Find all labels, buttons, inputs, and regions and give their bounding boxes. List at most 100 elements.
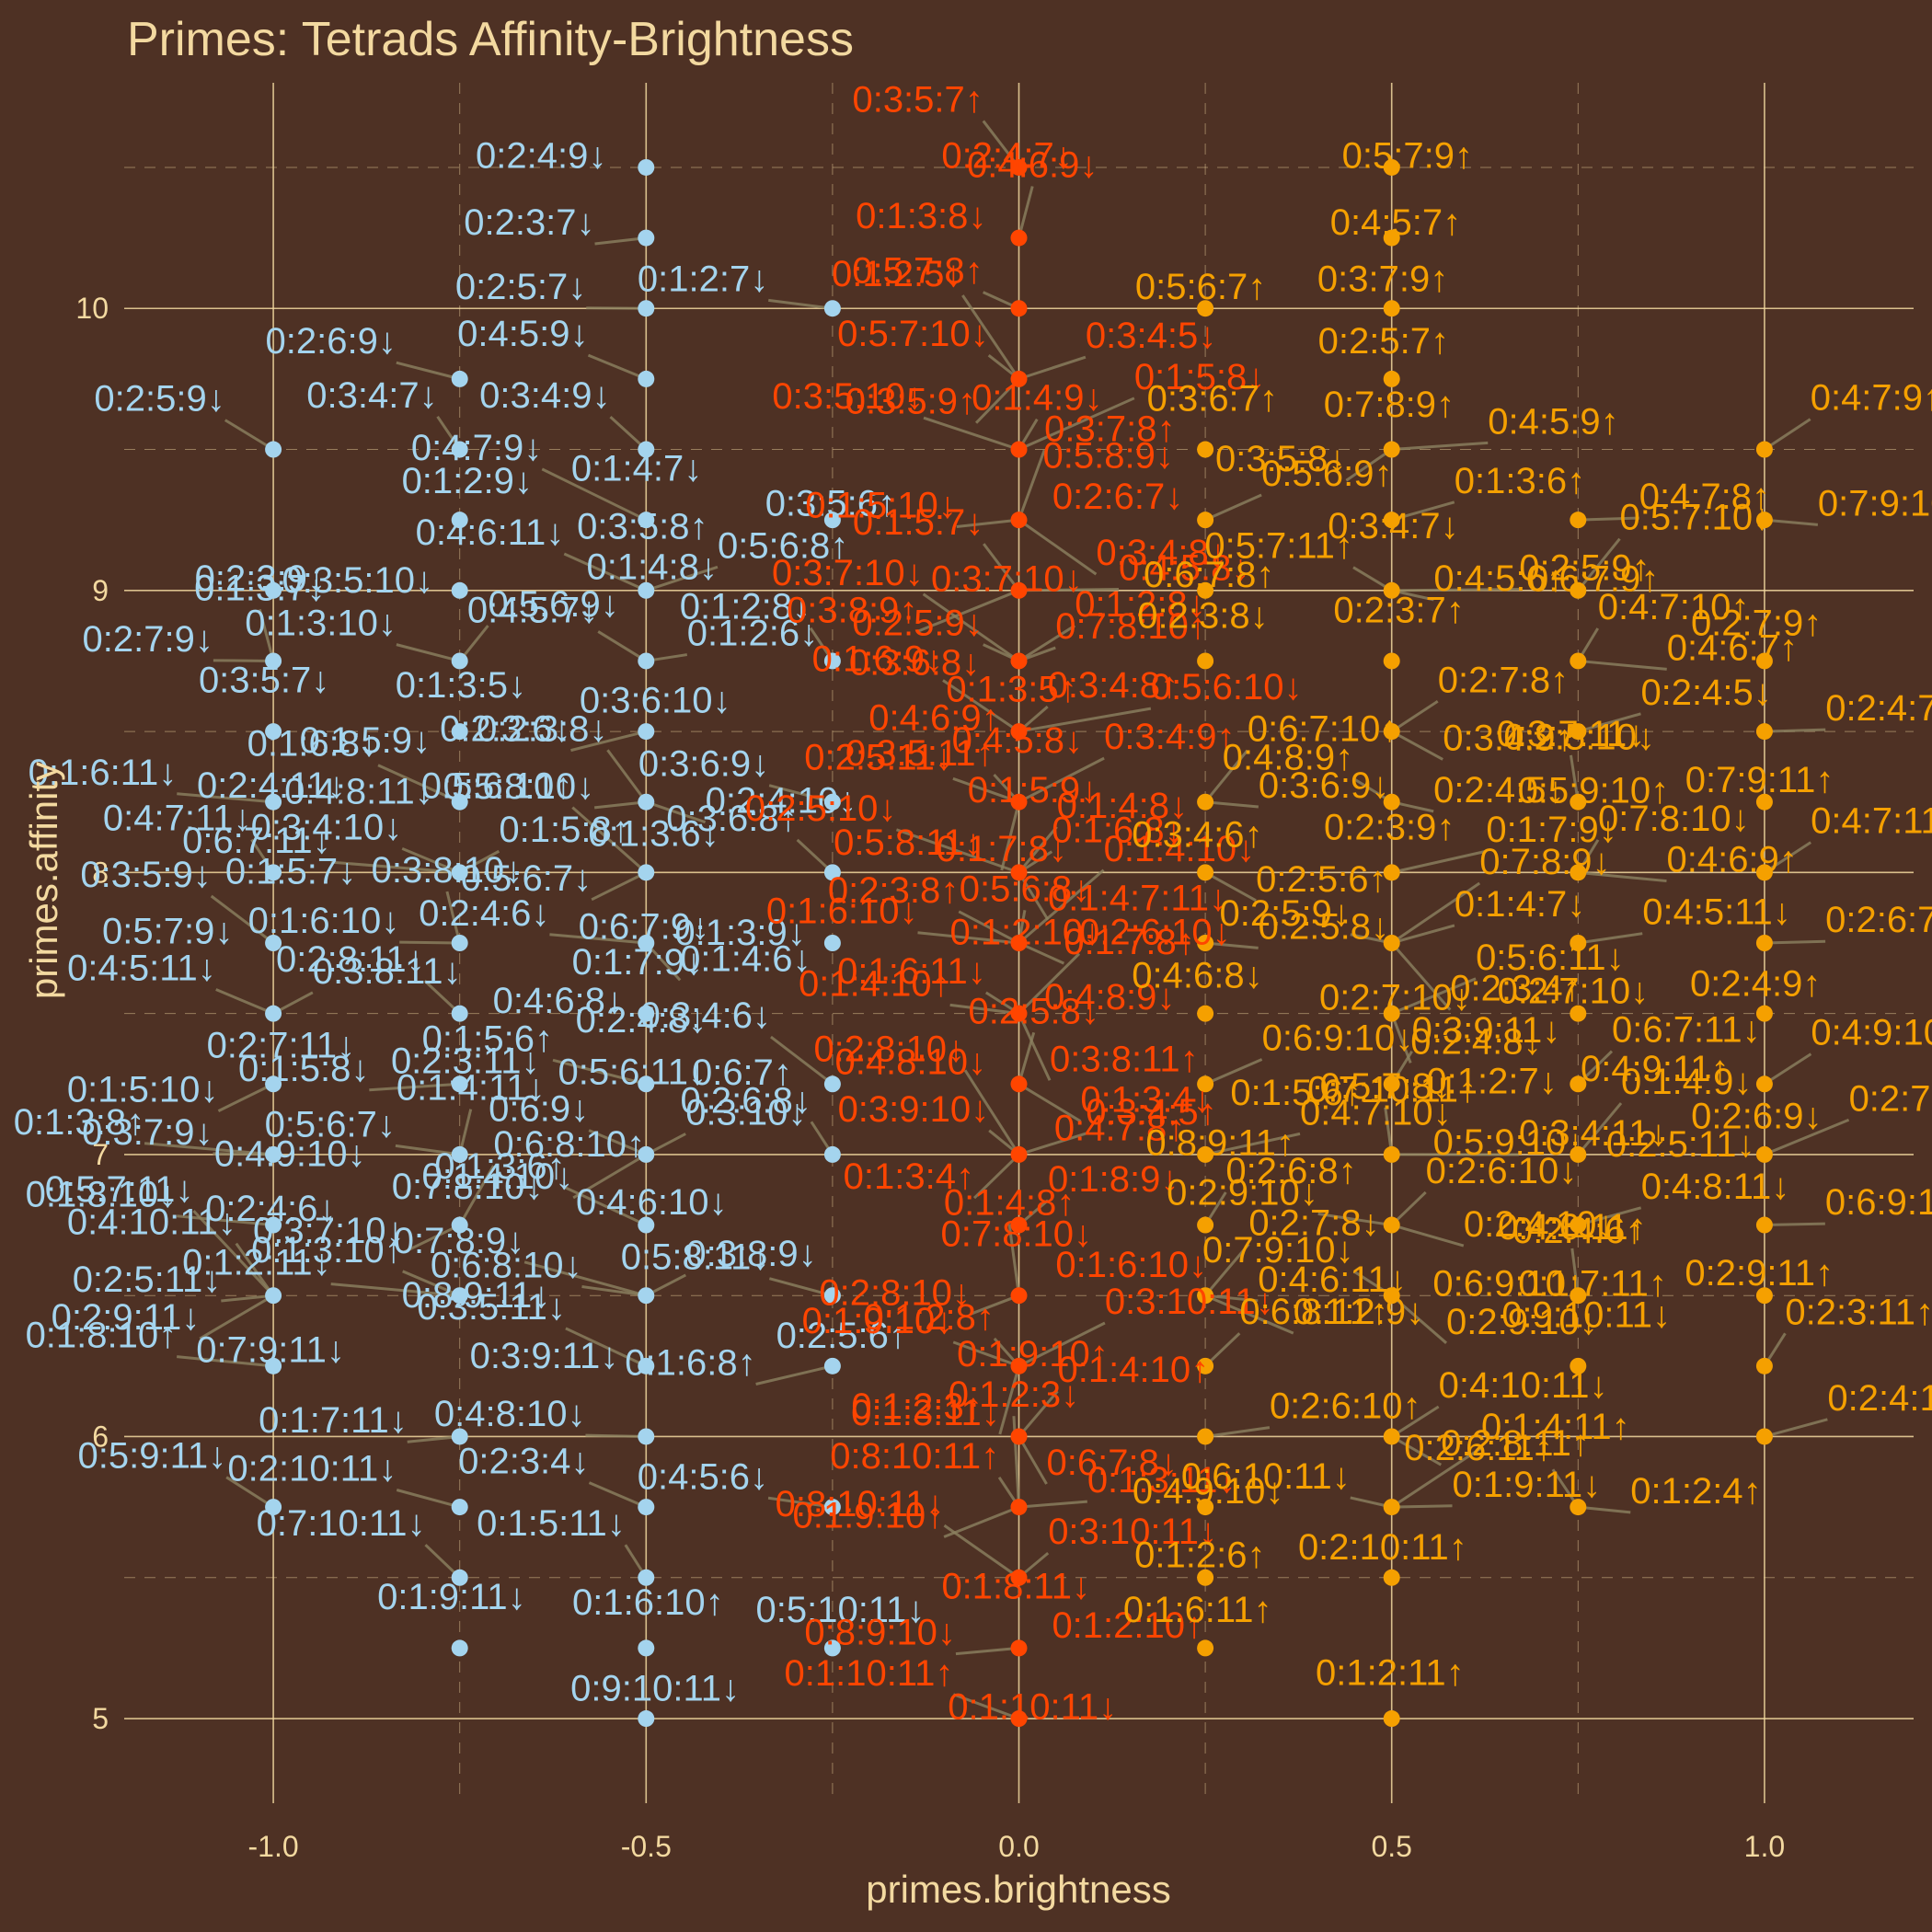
leader-line — [1018, 1082, 1082, 1122]
point-label: 0:1:7:8↑ — [1064, 922, 1194, 962]
data-point — [1197, 1569, 1214, 1586]
point-label: 0:2:9:10↓ — [1167, 1172, 1318, 1213]
data-point — [638, 441, 655, 458]
leader-line — [1390, 1013, 1412, 1064]
data-point — [1383, 370, 1400, 387]
leader-line — [970, 1294, 1020, 1316]
leader-line — [1018, 952, 1081, 1015]
point-label: 0:4:6:10↓ — [576, 1182, 728, 1223]
point-label: 0:4:8:9↓ — [1044, 977, 1175, 1018]
point-label: 0:2:3:6↓ — [440, 709, 570, 750]
leader-line — [1317, 1212, 1392, 1227]
leader-line — [1390, 700, 1439, 733]
point-label: 0:7:8:9↓ — [1479, 842, 1610, 882]
point-label: 0:3:5:6↑ — [765, 483, 896, 523]
data-point — [1010, 1569, 1028, 1586]
data-point — [1383, 512, 1400, 529]
x-tick-label: -1.0 — [248, 1830, 299, 1863]
point-label: 0:4:7:10↓ — [1300, 1092, 1452, 1133]
data-point — [451, 652, 468, 670]
point-label: 0:2:4:7↓ — [941, 136, 1072, 177]
point-label: 0:1:2:3↓ — [949, 1374, 1079, 1415]
point-label: 0:1:2:6↓ — [687, 614, 818, 654]
leader-line — [585, 1433, 647, 1438]
point-label: 0:1:4:9↓ — [972, 378, 1102, 419]
data-point — [1755, 723, 1773, 741]
point-label: 0:1:3:8↑ — [14, 1102, 144, 1143]
point-label: 0:3:5:8↓ — [1215, 439, 1346, 479]
x-axis-ticks: -1.0 -0.5 0.0 0.5 1.0 — [248, 1830, 1786, 1863]
point-label: 0:3:5:8↑ — [577, 506, 707, 546]
leader-line — [1577, 537, 1621, 592]
point-label: 0:3:5:11↓ — [417, 1287, 566, 1328]
point-label: 0:3:6:10↓ — [580, 681, 731, 721]
data-point — [1197, 1005, 1214, 1022]
data-point — [1010, 864, 1028, 881]
point-label: 0:1:2:7↓ — [638, 259, 768, 299]
data-point — [823, 1075, 841, 1093]
point-label: 0:2:5:8↓ — [1259, 906, 1389, 947]
point-label: 0:1:4:10↓ — [1104, 829, 1256, 869]
leader-line — [177, 792, 274, 804]
data-point — [451, 1005, 468, 1022]
data-point — [265, 935, 282, 951]
data-point — [1197, 935, 1214, 951]
data-point — [1010, 1499, 1028, 1516]
point-label: 0:1:5:6↑ — [1230, 1073, 1361, 1113]
point-label: 0:5:7:9↑ — [1342, 136, 1473, 177]
point-label: 0:1:9:11↓ — [1453, 1465, 1602, 1505]
point-label: 0:3:4:9↑ — [1104, 717, 1235, 757]
y-tick-label: 10 — [75, 292, 109, 325]
point-label: 0:1:4:9↓ — [1621, 1062, 1752, 1102]
point-label: 0:4:6:8↓ — [493, 981, 624, 1021]
leader-line — [1204, 941, 1259, 949]
data-point — [638, 864, 655, 881]
data-point — [1755, 1428, 1773, 1445]
point-label: 0:1:7:9↓ — [1486, 810, 1616, 850]
data-point — [1383, 441, 1400, 458]
data-point — [638, 1287, 655, 1305]
data-point — [1755, 1216, 1773, 1234]
data-point — [451, 1145, 468, 1163]
point-label: 0:1:2:9↓ — [1294, 1292, 1424, 1332]
point-label: 0:5:7:11↑ — [1204, 526, 1353, 567]
leader-line — [961, 294, 1020, 380]
leader-line — [1018, 756, 1105, 804]
leader-line — [564, 1186, 647, 1226]
point-label: 0:5:6:8↓ — [960, 868, 1090, 909]
leader-line — [949, 1003, 1019, 1016]
point-label: 0:3:4:10↓ — [251, 807, 403, 847]
point-label: 0:1:3:10↓ — [245, 604, 397, 644]
data-point — [1010, 1075, 1028, 1093]
data-point — [451, 935, 468, 951]
point-label: 0:1:5:11↓ — [477, 1503, 626, 1544]
leader-line — [1204, 800, 1259, 809]
data-point — [1383, 1499, 1400, 1516]
point-label: 0:1:4:10↑ — [1058, 1350, 1210, 1390]
point-label: 0:7:8:9↑ — [1324, 385, 1455, 425]
leader-line — [396, 361, 461, 381]
leader-line — [952, 1340, 1020, 1368]
data-point — [1010, 370, 1028, 387]
point-label: 0:3:4:9↓ — [479, 375, 610, 416]
point-label: 0:2:8:10↓ — [813, 1029, 965, 1069]
point-label: 0:2:4:5↓ — [1433, 770, 1564, 811]
point-label: 0:4:7:10↑ — [1598, 587, 1750, 627]
point-label: 0:3:4:6↓ — [640, 995, 771, 1036]
point-label: 0:1:2:8↑ — [864, 1297, 995, 1338]
data-point — [451, 1075, 468, 1093]
leader-line — [570, 730, 647, 753]
leader-line — [369, 1082, 460, 1092]
leader-line — [1390, 1405, 1440, 1438]
point-label: 0:4:7:11↓ — [103, 799, 252, 839]
point-label: 0:2:7:8↓ — [1248, 1202, 1379, 1243]
leader-line — [458, 1165, 495, 1226]
point-label: 0:1:6:9↓ — [812, 638, 943, 679]
point-label: 0:2:5:9↑ — [1519, 548, 1650, 589]
point-label: 0:3:6:9↓ — [1259, 765, 1389, 806]
point-label: 0:5:6:9↑ — [1261, 454, 1392, 494]
data-point — [1755, 441, 1773, 458]
point-label: 0:4:5:8↓ — [952, 720, 1083, 761]
point-label: 0:5:7:11↓ — [45, 1169, 194, 1210]
point-label: 0:3:4:6↑ — [1132, 814, 1262, 855]
